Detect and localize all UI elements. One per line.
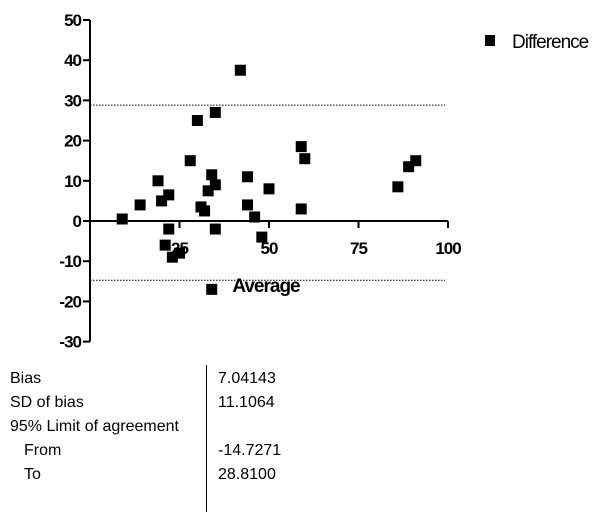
y-tick-label: 20 [64,132,81,151]
data-point [116,213,128,225]
data-point [242,171,254,183]
x-tick-label: 50 [261,239,278,258]
data-point [392,181,404,193]
data-point [299,153,311,165]
data-point [166,251,178,263]
data-point [263,183,275,195]
stats-value: 28.8100 [218,466,276,483]
y-tick-label: 0 [73,212,82,231]
y-tick-label: -20 [59,292,81,311]
x-tick-label: 100 [435,239,461,258]
y-tick-label: 10 [64,172,81,191]
data-point [234,64,246,76]
data-point [410,155,422,167]
data-point [163,223,175,235]
stats-value: -14.7271 [218,442,282,459]
data-points [116,64,422,295]
stats-row: From -14.7271 [0,439,320,463]
legend: Difference [485,32,590,53]
stats-row: To 28.8100 [0,463,320,487]
data-point [156,195,168,207]
stats-label: Bias [10,370,42,387]
y-tick-label: -30 [59,333,81,352]
data-point [134,199,146,211]
data-point [206,169,218,181]
stats-label: To [24,466,41,483]
data-point [242,199,254,211]
data-point [159,239,171,251]
data-point [403,161,415,173]
stats-label: 95% Limit of agreement [10,418,179,435]
y-tick-label: -10 [59,252,81,271]
data-point [209,106,221,118]
data-point [295,141,307,153]
y-tick-label: 50 [64,11,81,30]
data-point [163,189,175,201]
data-point [199,205,211,217]
stats-label: SD of bias [10,394,84,411]
x-axis-title: Average [232,276,300,297]
data-point [295,203,307,215]
axes [83,19,449,343]
data-point [191,115,203,126]
data-point [152,175,164,187]
reference-lines [90,104,445,281]
data-point [256,231,268,243]
stats-value: 7.04143 [218,370,276,387]
data-point [249,211,261,223]
data-point [206,283,218,295]
data-point [174,247,185,259]
y-tick-label: 30 [64,91,81,110]
legend-marker-square [485,35,495,46]
legend-label: Difference [512,32,589,53]
stats-row: SD of bias 11.1064 [0,391,320,415]
y-tick-label: 40 [64,51,81,70]
stats-label: From [24,442,62,459]
data-point [202,185,214,197]
data-point [184,155,196,167]
x-tick-label: 75 [350,239,367,258]
bias-statistics-table: Bias 7.04143 SD of bias 11.1064 95% Limit of… [0,365,320,512]
stats-row: Bias 7.04143 [0,367,320,391]
table-divider [206,365,207,512]
data-point [209,223,221,235]
data-point [209,179,221,191]
stats-row: 95% Limit of agreement [0,415,320,439]
stats-value: 11.1064 [218,394,275,411]
